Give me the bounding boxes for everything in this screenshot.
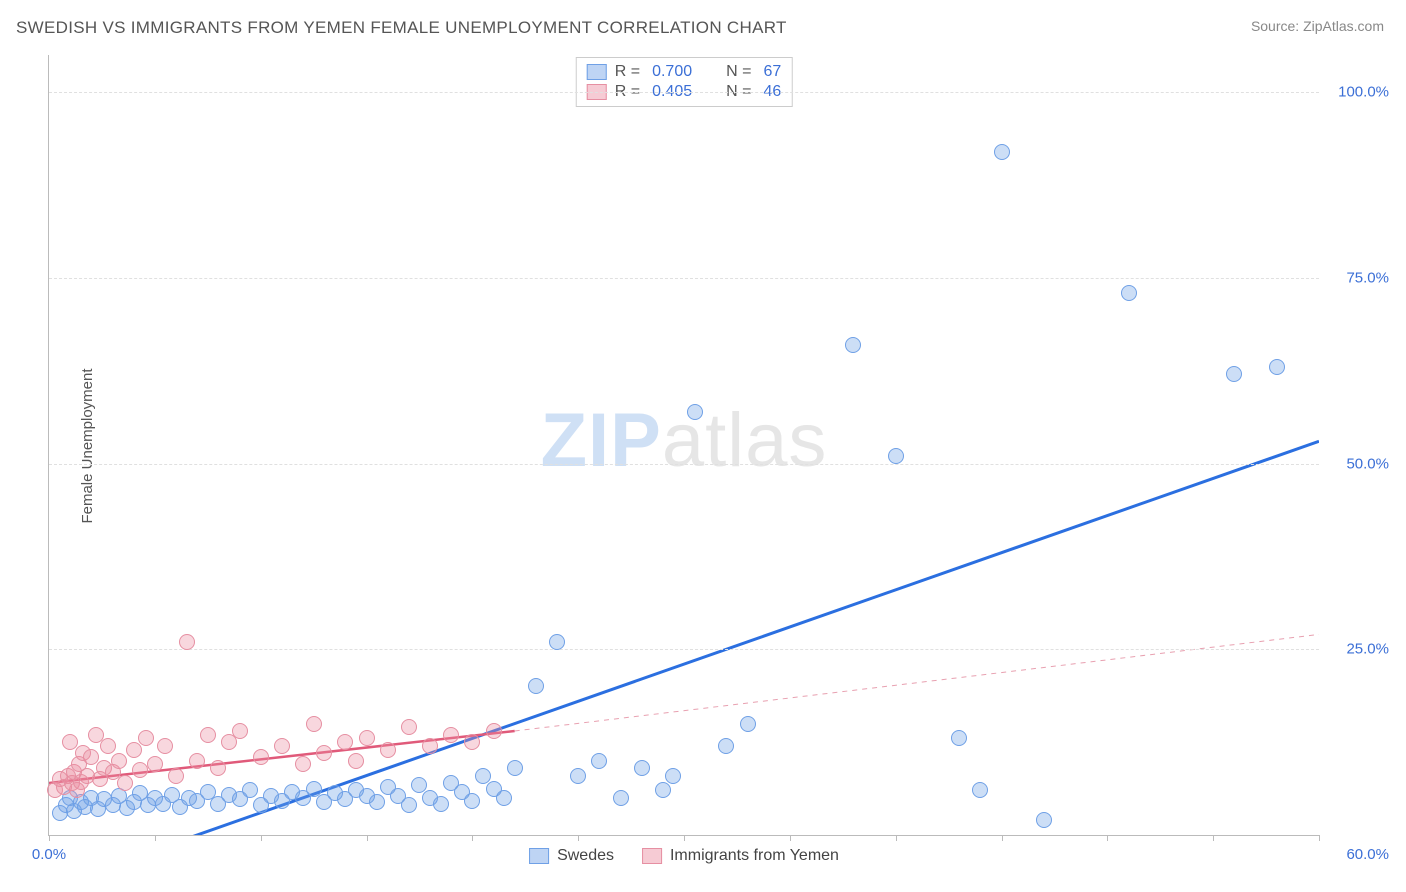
data-point	[380, 742, 396, 758]
trend-lines	[49, 55, 1319, 835]
chart-title: SWEDISH VS IMMIGRANTS FROM YEMEN FEMALE …	[16, 18, 787, 38]
x-tick	[367, 835, 368, 841]
y-tick-label: 25.0%	[1329, 641, 1389, 658]
data-point	[845, 337, 861, 353]
data-point	[157, 738, 173, 754]
data-point	[591, 753, 607, 769]
grid-line	[49, 278, 1319, 279]
data-point	[549, 634, 565, 650]
watermark-part1: ZIP	[541, 398, 662, 483]
grid-line	[49, 92, 1319, 93]
swatch-swedes	[587, 64, 607, 80]
data-point	[1121, 285, 1137, 301]
data-point	[100, 738, 116, 754]
data-point	[496, 790, 512, 806]
swatch-swedes-icon	[529, 848, 549, 864]
chart-plot-area: ZIPatlas R = 0.700 N = 67 R = 0.405 N = …	[48, 55, 1319, 836]
data-point	[486, 723, 502, 739]
legend-item-yemen: Immigrants from Yemen	[642, 847, 839, 865]
data-point	[718, 738, 734, 754]
data-point	[138, 730, 154, 746]
data-point	[117, 775, 133, 791]
data-point	[316, 745, 332, 761]
legend-correlation: R = 0.700 N = 67 R = 0.405 N = 46	[576, 57, 793, 107]
n-value-swedes: 67	[763, 63, 781, 81]
legend-label-yemen: Immigrants from Yemen	[670, 847, 839, 865]
legend-bottom: Swedes Immigrants from Yemen	[529, 847, 839, 865]
data-point	[210, 760, 226, 776]
x-tick	[1319, 835, 1320, 841]
x-tick-label: 0.0%	[32, 846, 66, 863]
data-point	[274, 738, 290, 754]
x-tick	[1213, 835, 1214, 841]
swatch-yemen-icon	[642, 848, 662, 864]
data-point	[570, 768, 586, 784]
data-point	[253, 749, 269, 765]
watermark: ZIPatlas	[541, 397, 828, 484]
legend-item-swedes: Swedes	[529, 847, 614, 865]
x-tick	[896, 835, 897, 841]
data-point	[200, 727, 216, 743]
legend-label-swedes: Swedes	[557, 847, 614, 865]
data-point	[951, 730, 967, 746]
data-point	[401, 797, 417, 813]
data-point	[359, 730, 375, 746]
data-point	[348, 753, 364, 769]
data-point	[132, 762, 148, 778]
data-point	[401, 719, 417, 735]
r-value-swedes: 0.700	[652, 63, 692, 81]
data-point	[888, 448, 904, 464]
x-tick	[1107, 835, 1108, 841]
grid-line	[49, 649, 1319, 650]
data-point	[422, 738, 438, 754]
data-point	[306, 716, 322, 732]
y-tick-label: 75.0%	[1329, 269, 1389, 286]
data-point	[147, 756, 163, 772]
data-point	[369, 794, 385, 810]
x-tick	[472, 835, 473, 841]
x-tick	[684, 835, 685, 841]
r-label: R =	[615, 63, 640, 81]
data-point	[994, 144, 1010, 160]
data-point	[242, 782, 258, 798]
x-tick	[578, 835, 579, 841]
data-point	[295, 756, 311, 772]
data-point	[111, 753, 127, 769]
source-text: Source: ZipAtlas.com	[1251, 18, 1384, 34]
data-point	[665, 768, 681, 784]
data-point	[464, 734, 480, 750]
data-point	[740, 716, 756, 732]
data-point	[972, 782, 988, 798]
data-point	[507, 760, 523, 776]
data-point	[179, 634, 195, 650]
data-point	[126, 742, 142, 758]
data-point	[1226, 366, 1242, 382]
x-tick	[155, 835, 156, 841]
x-tick	[790, 835, 791, 841]
data-point	[168, 768, 184, 784]
data-point	[337, 734, 353, 750]
x-tick	[261, 835, 262, 841]
y-tick-label: 100.0%	[1329, 84, 1389, 101]
x-tick-label: 60.0%	[1329, 846, 1389, 863]
n-label: N =	[726, 63, 751, 81]
data-point	[232, 723, 248, 739]
data-point	[1269, 359, 1285, 375]
grid-line	[49, 464, 1319, 465]
data-point	[433, 796, 449, 812]
data-point	[464, 793, 480, 809]
y-tick-label: 50.0%	[1329, 455, 1389, 472]
legend-row-swedes: R = 0.700 N = 67	[587, 62, 782, 82]
data-point	[687, 404, 703, 420]
x-tick	[49, 835, 50, 841]
data-point	[1036, 812, 1052, 828]
data-point	[655, 782, 671, 798]
data-point	[634, 760, 650, 776]
data-point	[528, 678, 544, 694]
data-point	[189, 753, 205, 769]
data-point	[613, 790, 629, 806]
data-point	[443, 727, 459, 743]
x-tick	[1002, 835, 1003, 841]
